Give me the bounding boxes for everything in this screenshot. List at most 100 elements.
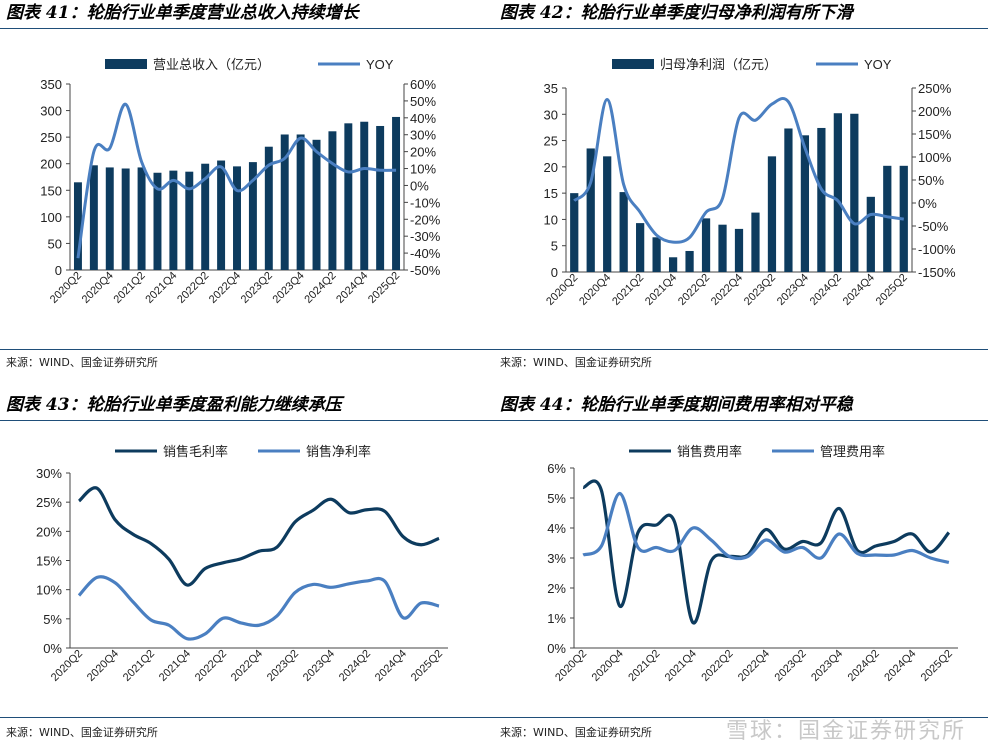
right-tick-label: 50% <box>918 173 944 188</box>
bar <box>217 160 226 270</box>
bar <box>883 165 892 272</box>
left-tick-label: 5 <box>551 239 558 254</box>
x-tick-label: 2022Q4 <box>709 272 745 308</box>
left-tick-label: 30 <box>544 107 558 122</box>
series-line <box>582 491 950 565</box>
x-tick-label: 2023Q2 <box>239 270 275 306</box>
y-tick-label: 2% <box>547 581 566 596</box>
y-tick-label: 0% <box>547 641 566 656</box>
bar <box>866 196 875 272</box>
left-tick-label: 50 <box>48 236 62 251</box>
x-tick-label: 2023Q4 <box>775 272 811 308</box>
x-tick-label: 2022Q4 <box>207 270 243 306</box>
yoy-line <box>573 97 904 244</box>
bar <box>833 113 842 272</box>
right-tick-label: -50% <box>918 219 949 234</box>
legend-label: YOY <box>366 57 394 72</box>
bar <box>668 257 678 272</box>
bar <box>312 139 321 270</box>
y-tick-label: 15% <box>36 554 62 569</box>
chart-title: 图表 42：轮胎行业单季度归母净利润有所下滑 <box>500 3 853 23</box>
left-tick-label: 0 <box>551 265 558 280</box>
chart-42-plot: 0 5 10 15 20 25 30 35 -150% -100% -50% 0% 50% 100% 150… <box>544 57 956 308</box>
title-rule <box>494 28 988 29</box>
right-tick-label: 10% <box>410 162 436 177</box>
right-tick-label: -10% <box>410 195 441 210</box>
right-tick-label: 0% <box>410 178 429 193</box>
x-tick-label: 2023Q4 <box>271 270 307 306</box>
left-tick-label: 250 <box>40 130 62 145</box>
x-tick-label: 2022Q2 <box>193 648 229 684</box>
x-tick-label: 2023Q2 <box>265 648 301 684</box>
bar <box>376 125 385 271</box>
series-line <box>77 486 440 587</box>
left-tick-label: 25 <box>544 134 558 149</box>
chart-panel-42: 图表 42：轮胎行业单季度归母净利润有所下滑 0 5 10 15 20 25 30 35 -15… <box>494 0 988 375</box>
x-tick-label: 2022Q4 <box>229 648 265 684</box>
bar <box>734 228 744 272</box>
bar <box>137 167 146 270</box>
chart-title: 图表 43：轮胎行业单季度盈利能力继续承压 <box>6 395 342 415</box>
series-line <box>582 479 951 625</box>
right-tick-label: 40% <box>410 111 436 126</box>
x-tick-label: 2021Q4 <box>143 270 179 306</box>
chart-panel-43: 图表 43：轮胎行业单季度盈利能力继续承压 0% 5% 10% 15% 20% 25% 30… <box>0 392 494 751</box>
left-tick-label: 15 <box>544 186 558 201</box>
x-tick-label: 2022Q4 <box>736 648 772 684</box>
right-tick-label: -20% <box>410 212 441 227</box>
bar <box>850 113 859 272</box>
bar <box>73 182 82 270</box>
x-tick-label: 2022Q2 <box>676 272 712 308</box>
bar <box>817 127 826 272</box>
bar <box>153 172 162 270</box>
bar <box>800 135 810 272</box>
x-tick-label: 2023Q2 <box>773 648 809 684</box>
bar <box>603 156 612 272</box>
left-tick-label: 20 <box>544 160 558 175</box>
legend-label: 营业总收入（亿元） <box>153 57 270 72</box>
bar <box>784 128 793 272</box>
y-tick-label: 6% <box>547 461 566 476</box>
source-note: 来源：WIND、国金证券研究所 <box>6 356 158 369</box>
title-rule <box>494 420 988 421</box>
chart-41-plot: 0 50 100 150 200 250 300 350 -50% -40% -30% -20% -10… <box>40 57 441 306</box>
right-tick-label: -100% <box>918 242 956 257</box>
bar <box>685 250 694 272</box>
right-tick-label: -150% <box>918 265 956 280</box>
bar <box>105 167 114 270</box>
bar <box>619 192 628 272</box>
bar <box>296 134 305 270</box>
x-tick-label: 2020Q4 <box>577 272 613 308</box>
x-tick-label: 2023Q4 <box>809 648 845 684</box>
y-tick-label: 4% <box>547 521 566 536</box>
x-tick-label: 2023Q4 <box>301 648 337 684</box>
x-tick-label: 2024Q2 <box>337 648 373 684</box>
source-rule <box>494 717 988 718</box>
x-tick-label: 2020Q2 <box>544 272 580 308</box>
right-tick-label: 150% <box>918 127 952 142</box>
y-tick-label: 25% <box>36 495 62 510</box>
chart-44-plot: 0%1%2%3%4%5%6%2020Q2 2020Q4 2021Q2 2021Q4 20… <box>547 444 958 684</box>
right-tick-label: 250% <box>918 81 952 96</box>
right-tick-label: -50% <box>410 263 441 278</box>
right-tick-label: 0% <box>918 196 937 211</box>
x-tick-label: 2021Q2 <box>626 648 662 684</box>
bar <box>169 170 178 270</box>
y-tick-label: 5% <box>43 612 62 627</box>
left-tick-label: 150 <box>40 183 62 198</box>
x-tick-label: 2021Q4 <box>663 648 699 684</box>
left-tick-label: 200 <box>40 157 62 172</box>
x-tick-label: 2020Q2 <box>48 270 84 306</box>
x-tick-label: 2021Q2 <box>610 272 646 308</box>
x-tick-label: 2021Q2 <box>121 648 157 684</box>
x-tick-label: 2023Q2 <box>742 272 778 308</box>
x-tick-label: 2021Q4 <box>643 272 679 308</box>
title-rule <box>0 420 494 421</box>
bar <box>121 168 130 270</box>
x-tick-label: 2020Q4 <box>85 648 121 684</box>
left-tick-label: 35 <box>544 81 558 96</box>
legend-label: 归母净利润（亿元） <box>660 57 777 72</box>
bar <box>392 116 401 270</box>
x-tick-label: 2022Q2 <box>699 648 735 684</box>
x-tick-label: 2021Q4 <box>157 648 193 684</box>
